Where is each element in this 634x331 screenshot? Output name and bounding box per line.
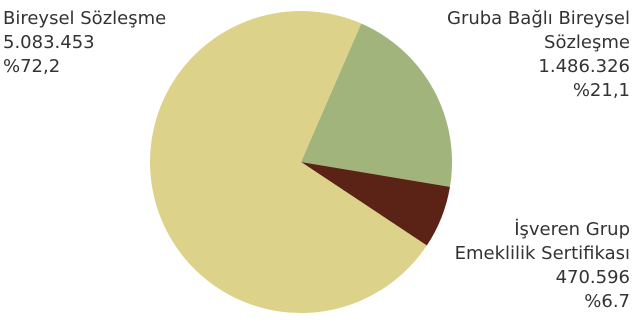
slice-label-line: Gruba Bağlı Bireysel <box>447 8 630 29</box>
slice-bireysel <box>150 10 427 313</box>
slice-label-line: Emeklilik Sertifikası <box>454 243 630 264</box>
slice-label-bireysel: Bireysel Sözleşme 5.083.453 %72,2 <box>3 7 166 79</box>
slice-percent: %21,1 <box>572 80 630 101</box>
slice-label-line: İşveren Grup <box>514 219 630 240</box>
slice-percent: %72,2 <box>3 56 61 77</box>
slice-value: 5.083.453 <box>3 32 95 53</box>
slice-label-gruba-bagli: Gruba Bağlı Bireysel Sözleşme 1.486.326 … <box>447 7 630 103</box>
slice-percent: %6.7 <box>584 291 630 312</box>
slice-label-isveren-grup: İşveren Grup Emeklilik Sertifikası 470.5… <box>455 218 630 314</box>
slice-value: 1.486.326 <box>538 56 630 77</box>
slice-label-line: Bireysel Sözleşme <box>3 8 167 29</box>
slice-value: 470.596 <box>555 267 630 288</box>
pie-slices <box>150 10 453 313</box>
slice-isveren-grup <box>301 162 450 246</box>
slice-label-line: Sözleşme <box>544 32 630 53</box>
slice-gruba-bagli <box>301 23 453 187</box>
